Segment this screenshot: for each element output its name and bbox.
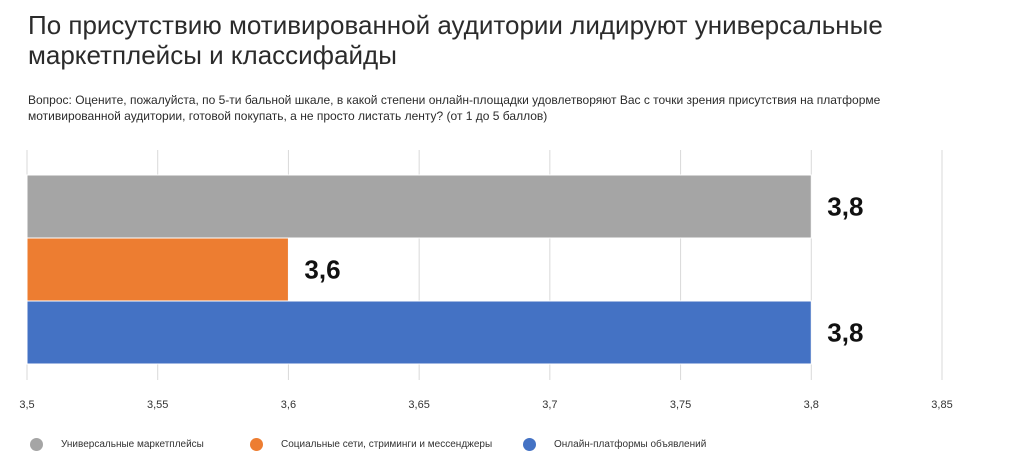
legend-item-marketplaces: Универсальные маркетплейсы <box>30 438 204 451</box>
x-tick-label: 3,7 <box>542 399 557 411</box>
legend-swatch <box>250 438 263 451</box>
legend-item-social: Социальные сети, стриминги и мессенджеры <box>250 438 492 451</box>
data-label-2: 3,8 <box>827 318 863 348</box>
bars <box>26 174 812 365</box>
data-label-0: 3,8 <box>827 192 863 222</box>
bar-0 <box>26 174 812 239</box>
legend-label: Универсальные маркетплейсы <box>61 439 204 450</box>
x-tick-label: 3,8 <box>804 399 819 411</box>
chart-title: По присутствию мотивированной аудитории … <box>28 10 883 70</box>
legend-item-classifieds: Онлайн-платформы объявлений <box>523 438 706 451</box>
bar-1 <box>26 237 289 302</box>
x-tick-label: 3,5 <box>19 399 34 411</box>
x-tick-label: 3,6 <box>281 399 296 411</box>
x-tick-label: 3,75 <box>670 399 691 411</box>
legend-swatch <box>30 438 43 451</box>
legend-swatch <box>523 438 536 451</box>
bar-chart: 3,8 3,6 3,8 3,5 3,55 3,6 3,65 3,7 3,75 3,8 3,85 <box>19 150 953 411</box>
x-tick-label: 3,65 <box>408 399 429 411</box>
bar-2 <box>26 300 812 365</box>
legend-label: Онлайн-платформы объявлений <box>554 439 707 450</box>
legend: Универсальные маркетплейсы Социальные се… <box>0 438 1022 458</box>
x-tick-label: 3,55 <box>147 399 168 411</box>
x-axis-ticks: 3,5 3,55 3,6 3,65 3,7 3,75 3,8 3,85 <box>19 399 952 411</box>
data-label-1: 3,6 <box>304 255 340 285</box>
question-text: Вопрос: Оцените, пожалуйста, по 5-ти бал… <box>28 93 881 123</box>
legend-label: Социальные сети, стриминги и мессенджеры <box>281 439 493 450</box>
x-tick-label: 3,85 <box>931 399 952 411</box>
data-labels: 3,8 3,6 3,8 <box>304 192 863 348</box>
